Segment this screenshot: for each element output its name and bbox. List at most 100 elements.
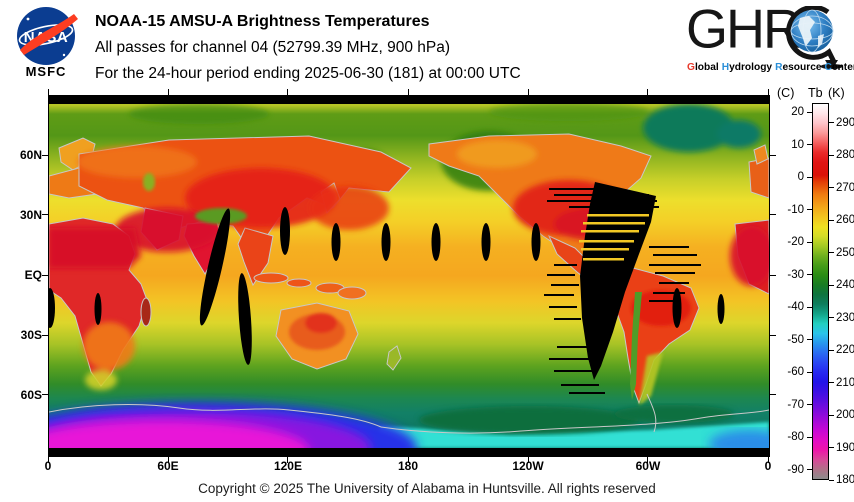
colorbar-header-tb: Tb xyxy=(808,86,823,100)
colorbar-tick xyxy=(807,241,812,243)
kelvin-tick-label: 260 xyxy=(836,214,854,226)
colorbar-tick xyxy=(829,414,834,416)
ghrc-tagline-word: Hydrology xyxy=(721,62,773,73)
axis-tick xyxy=(770,334,776,336)
axis-tick xyxy=(770,154,776,156)
kelvin-tick-label: 280 xyxy=(836,149,854,161)
colorbar-tick xyxy=(807,144,812,146)
celsius-tick-label: -70 xyxy=(787,398,804,411)
axis-tick xyxy=(767,89,769,95)
lat-label: EQ xyxy=(24,268,42,282)
colorbar-header-kelvin: (K) xyxy=(828,86,845,100)
copyright-line: Copyright © 2025 The University of Alaba… xyxy=(198,481,656,496)
ghrc-tagline: GlobalHydrologyResourceCenter xyxy=(687,62,854,73)
colorbar-tick xyxy=(807,371,812,373)
ghrc-globe-icon xyxy=(786,6,843,70)
lon-label: 60E xyxy=(157,459,179,473)
colorbar-tick xyxy=(807,306,812,308)
celsius-tick-label: -50 xyxy=(787,333,804,346)
kelvin-tick-label: 250 xyxy=(836,246,854,259)
kelvin-tick-label: 210 xyxy=(836,376,854,389)
celsius-tick-label: 10 xyxy=(791,138,804,151)
colorbar-tick xyxy=(829,219,834,221)
kelvin-tick-label: 270 xyxy=(836,181,854,194)
axis-tick xyxy=(47,457,49,463)
axis-tick xyxy=(767,457,769,463)
colorbar-tick xyxy=(829,187,834,188)
axis-tick xyxy=(770,394,776,396)
colorbar-tick xyxy=(829,447,834,448)
axis-tick xyxy=(770,274,776,276)
celsius-tick-label: -90 xyxy=(787,463,804,476)
plot-subtitle-channel: All passes for channel 04 (52799.39 MHz,… xyxy=(95,39,450,56)
axis-tick xyxy=(42,334,48,336)
kelvin-tick-label: 230 xyxy=(836,311,854,324)
axis-tick xyxy=(287,457,289,463)
lat-label: 30S xyxy=(20,328,42,342)
colorbar-tick xyxy=(829,252,834,253)
celsius-tick-label: -20 xyxy=(787,236,804,249)
celsius-tick-label: -80 xyxy=(787,431,804,444)
axis-tick xyxy=(42,274,48,276)
axis-tick xyxy=(167,89,169,95)
axis-tick xyxy=(770,214,776,216)
colorbar-tick xyxy=(807,111,812,113)
axis-tick xyxy=(647,89,649,95)
kelvin-tick-label: 240 xyxy=(836,279,854,291)
axis-tick xyxy=(42,394,48,396)
celsius-tick-label: -40 xyxy=(787,301,804,314)
colorbar-tick xyxy=(807,469,812,471)
lon-label: 0 xyxy=(44,459,52,473)
colorbar-tick xyxy=(829,317,834,318)
lon-label: 180 xyxy=(397,459,419,473)
colorbar-tick xyxy=(829,382,834,383)
colorbar-tick xyxy=(807,339,812,341)
colorbar-tick xyxy=(807,176,812,178)
kelvin-tick-label: 220 xyxy=(836,344,854,356)
axis-tick xyxy=(42,154,48,156)
axis-tick xyxy=(47,89,49,95)
celsius-tick-label: -10 xyxy=(787,203,804,216)
axis-tick xyxy=(167,457,169,463)
colorbar-tick xyxy=(829,349,834,351)
colorbar-tick xyxy=(829,154,834,156)
title-block: NOAA-15 AMSU-A Brightness Temperatures A… xyxy=(95,9,675,87)
ghrc-logo: GHR GlobalHydrologyResourceCenter xyxy=(686,0,854,78)
colorbar xyxy=(812,103,829,480)
kelvin-tick-label: 200 xyxy=(836,409,854,421)
colorbar-tick xyxy=(807,209,812,211)
colorbar-header-celsius: (C) xyxy=(777,86,795,100)
lon-label: 0 xyxy=(764,459,772,473)
axis-tick xyxy=(527,457,529,463)
colorbar-tick xyxy=(829,122,834,123)
celsius-tick-label: -30 xyxy=(787,268,804,281)
lat-label: 30N xyxy=(19,207,42,222)
axis-tick xyxy=(407,89,409,95)
plot-subtitle-period: For the 24-hour period ending 2025-06-30… xyxy=(95,65,521,82)
ghrc-tagline-word: Resource xyxy=(775,62,822,73)
colorbar-tick xyxy=(807,436,812,438)
kelvin-tick-label: 190 xyxy=(836,441,854,454)
ghrc-logo-text: GHR xyxy=(686,0,802,60)
colorbar-tick xyxy=(829,479,834,481)
axis-tick xyxy=(42,214,48,216)
plot-title: NOAA-15 AMSU-A Brightness Temperatures xyxy=(95,13,430,30)
kelvin-tick-label: 290 xyxy=(836,116,854,129)
celsius-tick-label: 0 xyxy=(797,171,804,184)
axis-tick xyxy=(287,89,289,95)
lat-label: 60S xyxy=(20,387,42,402)
ghrc-tagline-word: Global xyxy=(687,62,719,73)
celsius-tick-label: 20 xyxy=(791,106,804,119)
world-map xyxy=(49,96,769,456)
axis-tick xyxy=(407,457,409,463)
colorbar-tick xyxy=(807,274,812,276)
nasa-logo-icon: NASA xyxy=(17,7,78,65)
map-frame xyxy=(48,95,770,457)
colorbar-tick xyxy=(807,404,812,406)
colorbar-tick xyxy=(829,284,834,286)
msfc-label: MSFC xyxy=(25,64,67,79)
lon-label: 120E xyxy=(273,459,302,473)
lon-label: 60W xyxy=(635,459,661,473)
ghrc-tagline-word: Center xyxy=(824,62,854,73)
